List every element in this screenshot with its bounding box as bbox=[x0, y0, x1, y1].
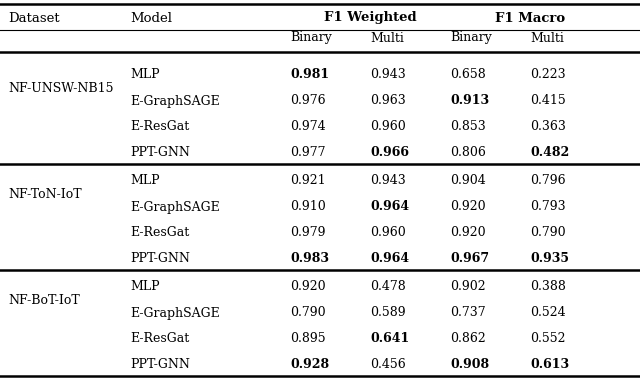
Text: F1 Weighted: F1 Weighted bbox=[324, 11, 416, 25]
Text: 0.552: 0.552 bbox=[530, 333, 566, 345]
Text: Multi: Multi bbox=[370, 31, 404, 45]
Text: Binary: Binary bbox=[290, 31, 332, 45]
Text: 0.895: 0.895 bbox=[290, 333, 326, 345]
Text: PPT-GNN: PPT-GNN bbox=[130, 358, 190, 372]
Text: 0.981: 0.981 bbox=[290, 68, 329, 82]
Text: MLP: MLP bbox=[130, 68, 159, 82]
Text: 0.983: 0.983 bbox=[290, 253, 329, 265]
Text: 0.960: 0.960 bbox=[370, 226, 406, 240]
Text: 0.935: 0.935 bbox=[530, 253, 569, 265]
Text: 0.796: 0.796 bbox=[530, 175, 566, 187]
Text: 0.967: 0.967 bbox=[450, 253, 489, 265]
Text: 0.979: 0.979 bbox=[290, 226, 326, 240]
Text: 0.943: 0.943 bbox=[370, 175, 406, 187]
Text: E-ResGat: E-ResGat bbox=[130, 121, 189, 133]
Text: 0.902: 0.902 bbox=[450, 280, 486, 293]
Text: 0.388: 0.388 bbox=[530, 280, 566, 293]
Text: 0.920: 0.920 bbox=[290, 280, 326, 293]
Text: Multi: Multi bbox=[530, 31, 564, 45]
Text: 0.943: 0.943 bbox=[370, 68, 406, 82]
Text: 0.524: 0.524 bbox=[530, 307, 566, 319]
Text: 0.966: 0.966 bbox=[370, 147, 409, 160]
Text: 0.964: 0.964 bbox=[370, 253, 409, 265]
Text: 0.908: 0.908 bbox=[450, 358, 489, 372]
Text: 0.456: 0.456 bbox=[370, 358, 406, 372]
Text: 0.793: 0.793 bbox=[530, 200, 566, 214]
Text: 0.862: 0.862 bbox=[450, 333, 486, 345]
Text: 0.853: 0.853 bbox=[450, 121, 486, 133]
Text: NF-ToN-IoT: NF-ToN-IoT bbox=[8, 187, 82, 200]
Text: Dataset: Dataset bbox=[8, 11, 60, 25]
Text: PPT-GNN: PPT-GNN bbox=[130, 147, 190, 160]
Text: E-GraphSAGE: E-GraphSAGE bbox=[130, 200, 220, 214]
Text: 0.613: 0.613 bbox=[530, 358, 569, 372]
Text: F1 Macro: F1 Macro bbox=[495, 11, 565, 25]
Text: 0.790: 0.790 bbox=[530, 226, 566, 240]
Text: E-ResGat: E-ResGat bbox=[130, 333, 189, 345]
Text: 0.904: 0.904 bbox=[450, 175, 486, 187]
Text: 0.960: 0.960 bbox=[370, 121, 406, 133]
Text: E-ResGat: E-ResGat bbox=[130, 226, 189, 240]
Text: MLP: MLP bbox=[130, 175, 159, 187]
Text: 0.913: 0.913 bbox=[450, 94, 489, 107]
Text: 0.920: 0.920 bbox=[450, 226, 486, 240]
Text: 0.974: 0.974 bbox=[290, 121, 326, 133]
Text: PPT-GNN: PPT-GNN bbox=[130, 253, 190, 265]
Text: E-GraphSAGE: E-GraphSAGE bbox=[130, 94, 220, 107]
Text: 0.658: 0.658 bbox=[450, 68, 486, 82]
Text: E-GraphSAGE: E-GraphSAGE bbox=[130, 307, 220, 319]
Text: 0.976: 0.976 bbox=[290, 94, 326, 107]
Text: 0.963: 0.963 bbox=[370, 94, 406, 107]
Text: 0.790: 0.790 bbox=[290, 307, 326, 319]
Text: 0.928: 0.928 bbox=[290, 358, 329, 372]
Text: 0.482: 0.482 bbox=[530, 147, 569, 160]
Text: 0.806: 0.806 bbox=[450, 147, 486, 160]
Text: 0.415: 0.415 bbox=[530, 94, 566, 107]
Text: 0.920: 0.920 bbox=[450, 200, 486, 214]
Text: 0.363: 0.363 bbox=[530, 121, 566, 133]
Text: NF-UNSW-NB15: NF-UNSW-NB15 bbox=[8, 82, 113, 94]
Text: 0.223: 0.223 bbox=[530, 68, 566, 82]
Text: 0.964: 0.964 bbox=[370, 200, 409, 214]
Text: 0.478: 0.478 bbox=[370, 280, 406, 293]
Text: Binary: Binary bbox=[450, 31, 492, 45]
Text: 0.921: 0.921 bbox=[290, 175, 326, 187]
Text: NF-BoT-IoT: NF-BoT-IoT bbox=[8, 293, 80, 307]
Text: 0.641: 0.641 bbox=[370, 333, 409, 345]
Text: 0.737: 0.737 bbox=[450, 307, 486, 319]
Text: MLP: MLP bbox=[130, 280, 159, 293]
Text: 0.910: 0.910 bbox=[290, 200, 326, 214]
Text: Model: Model bbox=[130, 11, 172, 25]
Text: 0.977: 0.977 bbox=[290, 147, 326, 160]
Text: 0.589: 0.589 bbox=[370, 307, 406, 319]
